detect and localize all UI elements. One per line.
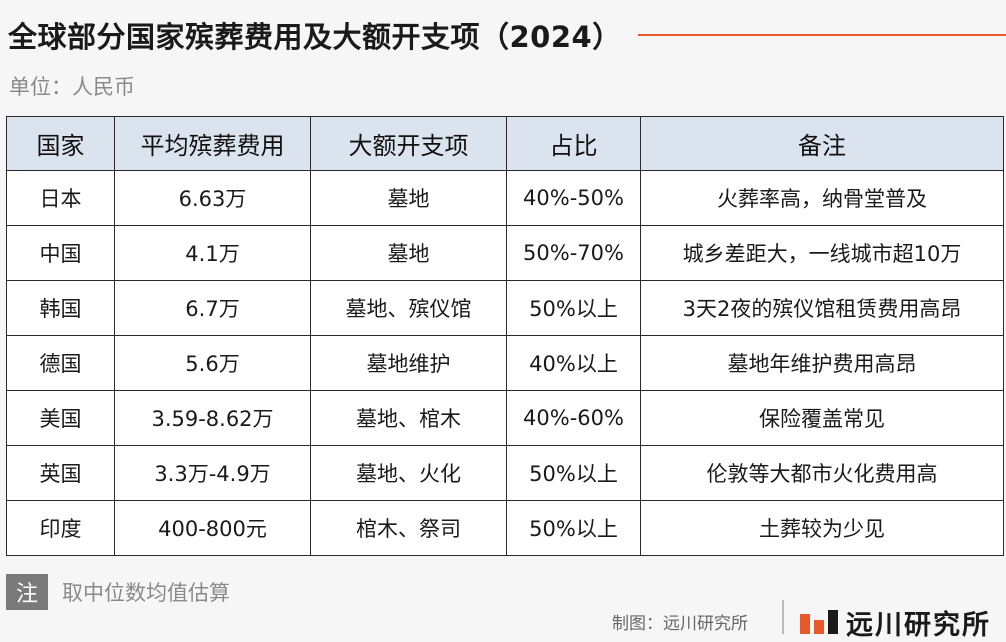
table-row: 美国 3.59-8.62万 墓地、棺木 40%-60% 保险覆盖常见 (6, 390, 1004, 446)
note-text: 取中位数均值估算 (62, 581, 230, 605)
header-major-expense: 大额开支项 (310, 116, 507, 171)
cell-remarks: 土葬较为少见 (640, 500, 1004, 556)
cell-share: 40%-60% (506, 390, 641, 446)
cell-country: 日本 (6, 170, 115, 226)
header-remarks: 备注 (640, 116, 1004, 171)
cell-average-cost: 3.59-8.62万 (114, 390, 311, 446)
table-row: 中国 4.1万 墓地 50%-70% 城乡差距大，一线城市超10万 (6, 225, 1004, 281)
cell-average-cost: 6.7万 (114, 280, 311, 336)
title-accent-line (638, 34, 1006, 36)
table-row: 日本 6.63万 墓地 40%-50% 火葬率高，纳骨堂普及 (6, 170, 1004, 226)
cell-remarks: 伦敦等大都市火化费用高 (640, 445, 1004, 501)
cell-average-cost: 4.1万 (114, 225, 311, 281)
page-title: 全球部分国家殡葬费用及大额开支项（2024） (8, 20, 622, 54)
cell-major-expense: 棺木、祭司 (310, 500, 507, 556)
footer-divider (782, 600, 784, 634)
unit-label: 单位：人民币 (9, 75, 135, 99)
cell-average-cost: 6.63万 (114, 170, 311, 226)
header-share: 占比 (506, 116, 641, 171)
header-country: 国家 (6, 116, 115, 171)
cell-share: 50%以上 (506, 500, 641, 556)
cell-remarks: 城乡差距大，一线城市超10万 (640, 225, 1004, 281)
brand-logo-text: 远川研究所 (846, 610, 991, 641)
cell-major-expense: 墓地、火化 (310, 445, 507, 501)
table-row: 英国 3.3万-4.9万 墓地、火化 50%以上 伦敦等大都市火化费用高 (6, 445, 1004, 501)
cell-share: 50%以上 (506, 445, 641, 501)
cell-average-cost: 5.6万 (114, 335, 311, 391)
cell-country: 美国 (6, 390, 115, 446)
cell-share: 40%以上 (506, 335, 641, 391)
table-header-row: 国家 平均殡葬费用 大额开支项 占比 备注 (6, 116, 1004, 171)
cell-major-expense: 墓地 (310, 170, 507, 226)
cell-country: 德国 (6, 335, 115, 391)
footnote: 注 取中位数均值估算 (6, 574, 230, 610)
yuanchuan-logo-icon (800, 610, 838, 634)
cell-major-expense: 墓地、殡仪馆 (310, 280, 507, 336)
cell-country: 中国 (6, 225, 115, 281)
cell-major-expense: 墓地维护 (310, 335, 507, 391)
cell-average-cost: 400-800元 (114, 500, 311, 556)
note-badge: 注 (6, 574, 48, 610)
cell-share: 50%以上 (506, 280, 641, 336)
table-row: 印度 400-800元 棺木、祭司 50%以上 土葬较为少见 (6, 500, 1004, 556)
table-row: 德国 5.6万 墓地维护 40%以上 墓地年维护费用高昂 (6, 335, 1004, 391)
cell-country: 韩国 (6, 280, 115, 336)
funeral-cost-table: 国家 平均殡葬费用 大额开支项 占比 备注 日本 6.63万 墓地 40%-50… (6, 116, 1004, 556)
cell-share: 50%-70% (506, 225, 641, 281)
cell-share: 40%-50% (506, 170, 641, 226)
table-row: 韩国 6.7万 墓地、殡仪馆 50%以上 3天2夜的殡仪馆租赁费用高昂 (6, 280, 1004, 336)
header-average-cost: 平均殡葬费用 (114, 116, 311, 171)
cell-country: 英国 (6, 445, 115, 501)
chart-credit: 制图：远川研究所 (612, 614, 748, 634)
cell-remarks: 墓地年维护费用高昂 (640, 335, 1004, 391)
cell-remarks: 保险覆盖常见 (640, 390, 1004, 446)
cell-average-cost: 3.3万-4.9万 (114, 445, 311, 501)
cell-remarks: 3天2夜的殡仪馆租赁费用高昂 (640, 280, 1004, 336)
cell-country: 印度 (6, 500, 115, 556)
cell-remarks: 火葬率高，纳骨堂普及 (640, 170, 1004, 226)
cell-major-expense: 墓地、棺木 (310, 390, 507, 446)
cell-major-expense: 墓地 (310, 225, 507, 281)
